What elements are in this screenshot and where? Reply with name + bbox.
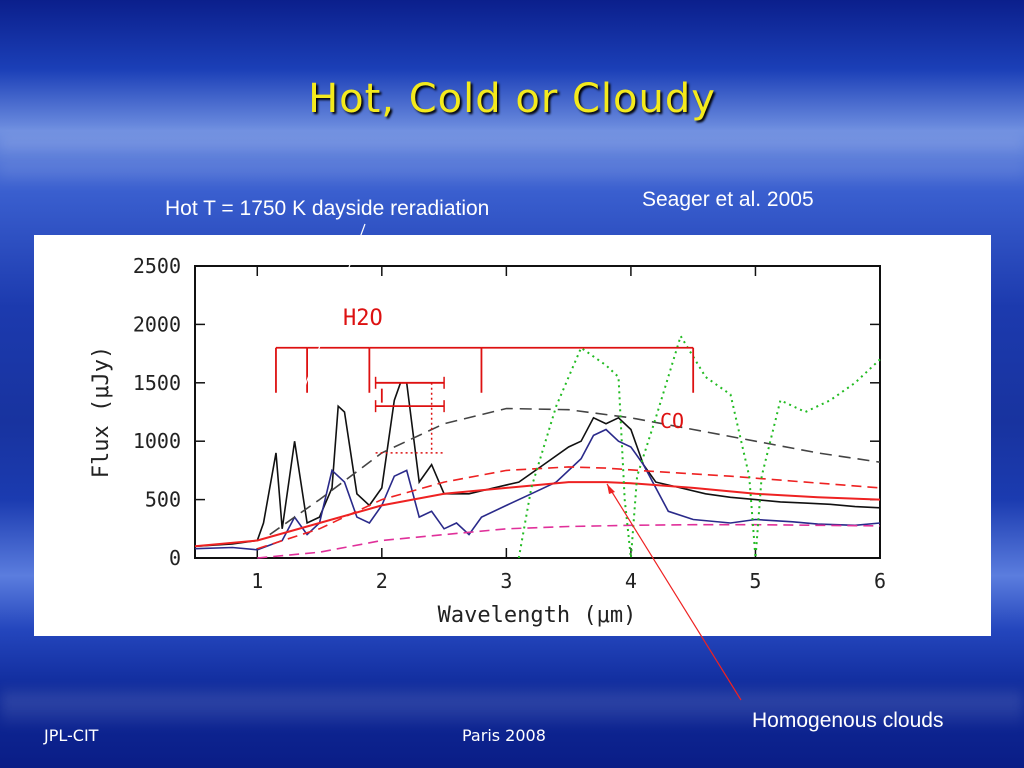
series-red-dashed — [257, 466, 881, 550]
hot-pointer-arrowhead — [289, 412, 296, 424]
footer-center: Paris 2008 — [462, 726, 546, 745]
hot-annotation-label: Hot T = 1750 K dayside reradiation — [165, 197, 490, 220]
x-axis-label: Wavelength (μm) — [438, 603, 637, 628]
x-tick-label: 3 — [500, 569, 512, 593]
cloud-pointer-arrowhead — [607, 484, 615, 494]
x-tick-label: 1 — [251, 569, 263, 593]
x-tick-label: 6 — [874, 569, 886, 593]
hot-pointer-line — [290, 223, 366, 425]
slide-title: Hot, Cold or Cloudy — [308, 76, 716, 122]
cloud-pointer-line — [606, 483, 742, 701]
y-tick-label: 0 — [169, 546, 181, 570]
footer-left: JPL-CIT — [44, 726, 99, 745]
plot-frame — [194, 265, 881, 559]
y-tick-label: 1500 — [133, 371, 181, 395]
y-tick-label: 500 — [145, 488, 181, 512]
x-tick-label: 4 — [625, 569, 637, 593]
x-tick-label: 5 — [749, 569, 761, 593]
y-tick-label: 2000 — [133, 312, 181, 336]
cloud-annotation-label: Homogenous clouds — [752, 709, 944, 732]
co-annotation: CO — [660, 409, 684, 433]
series-navy-solid — [194, 428, 881, 551]
h2o-annotation: H2O — [343, 306, 383, 331]
y-tick-label: 2500 — [133, 254, 181, 278]
y-axis-label: Flux (μJy) — [89, 346, 114, 478]
citation-label: Seager et al. 2005 — [642, 188, 814, 211]
series-gray-dashed — [269, 407, 881, 536]
y-tick-label: 1000 — [133, 429, 181, 453]
series-red-solid — [194, 481, 881, 548]
series-magenta-dashed — [257, 523, 881, 559]
x-tick-label: 2 — [376, 569, 388, 593]
chart-panel — [34, 235, 991, 636]
